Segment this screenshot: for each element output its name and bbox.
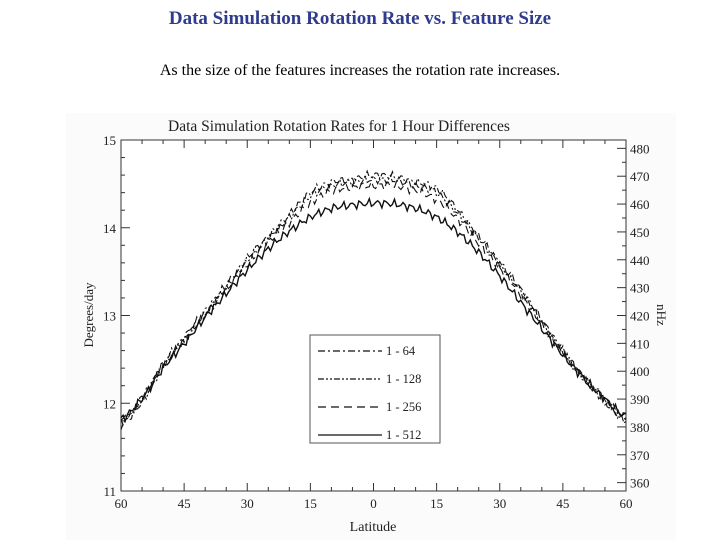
x-tick-label: 60 — [115, 496, 128, 511]
legend-label-1: 1 - 64 — [386, 344, 416, 358]
legend-label-2: 1 - 128 — [386, 372, 421, 386]
y-tick-label: 14 — [103, 221, 117, 236]
legend-box — [309, 334, 441, 444]
x-tick-label: 30 — [241, 496, 254, 511]
y2-axis-label: nHz — [654, 304, 669, 326]
y-tick-label: 13 — [103, 309, 116, 324]
x-axis-label: Latitude — [350, 520, 397, 535]
y2-tick-label: 400 — [630, 364, 650, 379]
x-tick-label: 45 — [556, 496, 569, 511]
chart-title: Data Simulation Rotation Rates for 1 Hou… — [168, 118, 510, 135]
y2-tick-label: 440 — [630, 253, 650, 268]
slide-title: Data Simulation Rotation Rate vs. Featur… — [168, 8, 552, 29]
y-tick-label: 12 — [103, 396, 116, 411]
x-tick-label: 15 — [304, 496, 317, 511]
y2-tick-label: 450 — [630, 225, 650, 240]
y2-tick-label: 480 — [630, 141, 650, 156]
chart-figure: Data Simulation Rotation Rates for 1 Hou… — [66, 113, 676, 540]
y-axis-label: Degrees/day — [81, 282, 96, 347]
legend-label-3: 1 - 256 — [386, 400, 421, 414]
x-tick-label: 45 — [178, 496, 191, 511]
y-tick-label: 11 — [103, 484, 116, 499]
axes-layer: 60 45 30 15 0 15 30 45 6011121314153603703803904… — [103, 133, 650, 511]
x-tick-label: 30 — [493, 496, 506, 511]
slide-subtitle: As the size of the features increases th… — [159, 62, 561, 79]
series-line-4 — [120, 196, 627, 424]
x-tick-label: 60 — [620, 496, 633, 511]
y2-tick-label: 420 — [630, 309, 650, 324]
legend-label-4: 1 - 512 — [386, 428, 421, 442]
y2-tick-label: 370 — [630, 448, 650, 463]
series-layer — [120, 169, 627, 430]
y2-tick-label: 410 — [630, 336, 650, 351]
series-line-1 — [120, 169, 627, 427]
y2-tick-label: 460 — [630, 197, 650, 212]
rotation-rate-chart: Data Simulation Rotation Rates for 1 Hou… — [81, 118, 669, 535]
x-tick-label: 15 — [430, 496, 443, 511]
y2-tick-label: 430 — [630, 281, 650, 296]
x-tick-label: 0 — [370, 496, 377, 511]
y2-tick-label: 380 — [630, 420, 650, 435]
y2-tick-label: 390 — [630, 392, 650, 407]
y2-tick-label: 360 — [630, 476, 650, 491]
y-tick-label: 15 — [103, 133, 116, 148]
legend: 1 - 64 1 - 128 1 - 256 1 - 512 — [309, 334, 441, 444]
y2-tick-label: 470 — [630, 169, 650, 184]
